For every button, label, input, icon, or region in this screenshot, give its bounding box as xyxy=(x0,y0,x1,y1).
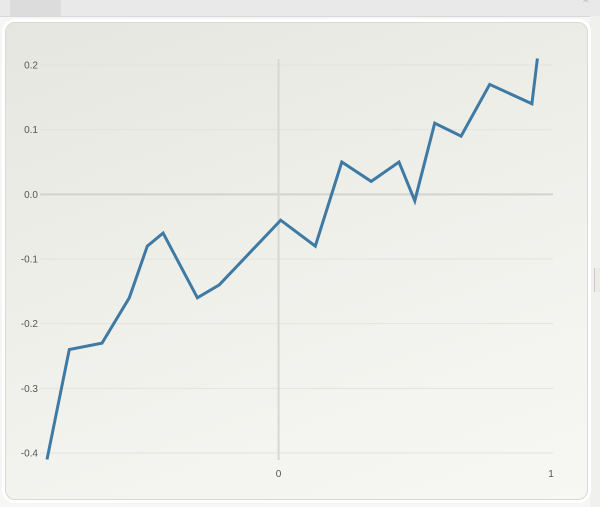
y-tick-labels: 0.2 0.1 0.0 -0.1 -0.2 -0.3 -0.4 xyxy=(21,61,39,460)
side-strip xyxy=(590,16,600,507)
chart-panel xyxy=(5,22,588,500)
y-tick-label: 0.2 xyxy=(24,61,38,72)
grid-lines xyxy=(40,64,553,454)
y-tick-label: -0.4 xyxy=(21,449,39,460)
x-tick-label: 1 xyxy=(548,469,554,480)
y-tick-label: 0.0 xyxy=(24,190,38,201)
series-layer xyxy=(45,58,539,460)
y-tick-label: -0.3 xyxy=(21,384,39,395)
side-scroll-handle[interactable] xyxy=(594,268,600,292)
top-bar: ✕ xyxy=(0,0,600,17)
corner-icon: ✕ xyxy=(582,0,590,5)
y-tick-label: -0.1 xyxy=(21,255,39,266)
x-tick-label: 0 xyxy=(276,469,282,480)
y-tick-label: 0.1 xyxy=(24,125,38,136)
series-line xyxy=(45,58,539,460)
top-bar-tab[interactable] xyxy=(10,0,61,16)
y-tick-label: -0.2 xyxy=(21,319,39,330)
